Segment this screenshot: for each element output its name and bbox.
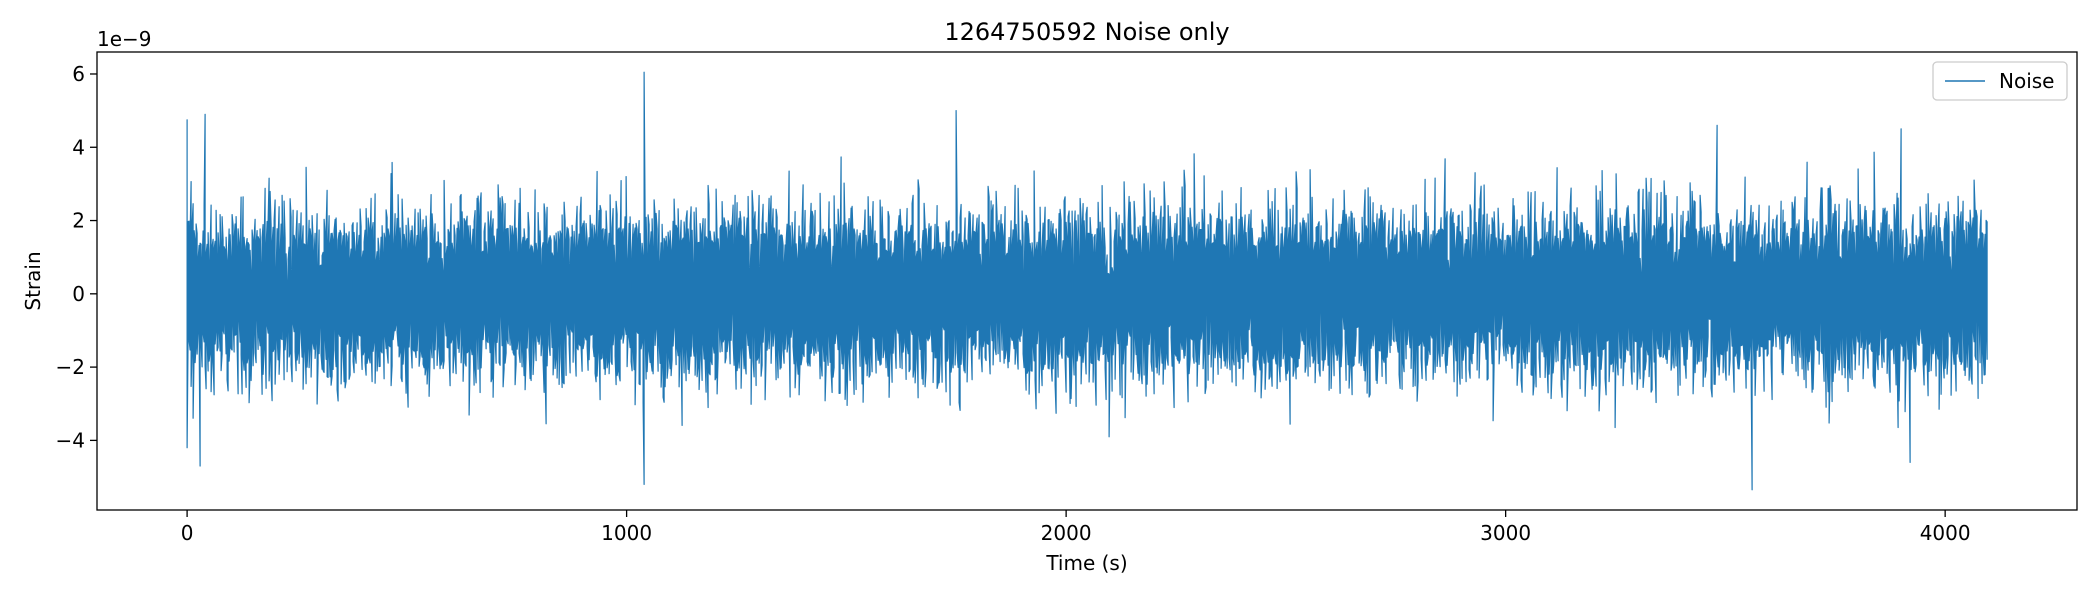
x-axis-label: Time (s): [1045, 551, 1127, 575]
y-tick-label: −4: [56, 428, 85, 452]
chart-title: 1264750592 Noise only: [944, 18, 1229, 46]
x-axis: 0 1000 2000 3000 4000: [181, 510, 1971, 545]
x-tick-label: 0: [181, 521, 194, 545]
legend: Noise: [1932, 61, 2068, 101]
y-tick-label: −2: [56, 355, 85, 379]
plot-frame: [96, 51, 2078, 511]
y-offset-label: 1e−9: [97, 27, 152, 51]
y-tick-label: 0: [72, 282, 85, 306]
y-tick-label: 6: [72, 62, 85, 86]
x-tick-label: 3000: [1480, 521, 1531, 545]
y-tick-label: 4: [72, 135, 85, 159]
y-axis-label: Strain: [21, 251, 45, 310]
legend-box: [1932, 61, 2068, 101]
plot-area: [186, 71, 1988, 491]
series-line-noise: [186, 71, 1988, 491]
y-tick-label: 2: [72, 209, 85, 233]
x-tick-label: 1000: [601, 521, 652, 545]
y-axis: −4 −2 0 2 4 6: [56, 62, 97, 452]
x-tick-label: 4000: [1920, 521, 1971, 545]
legend-label-noise: Noise: [1999, 69, 2054, 93]
x-tick-label: 2000: [1041, 521, 1092, 545]
